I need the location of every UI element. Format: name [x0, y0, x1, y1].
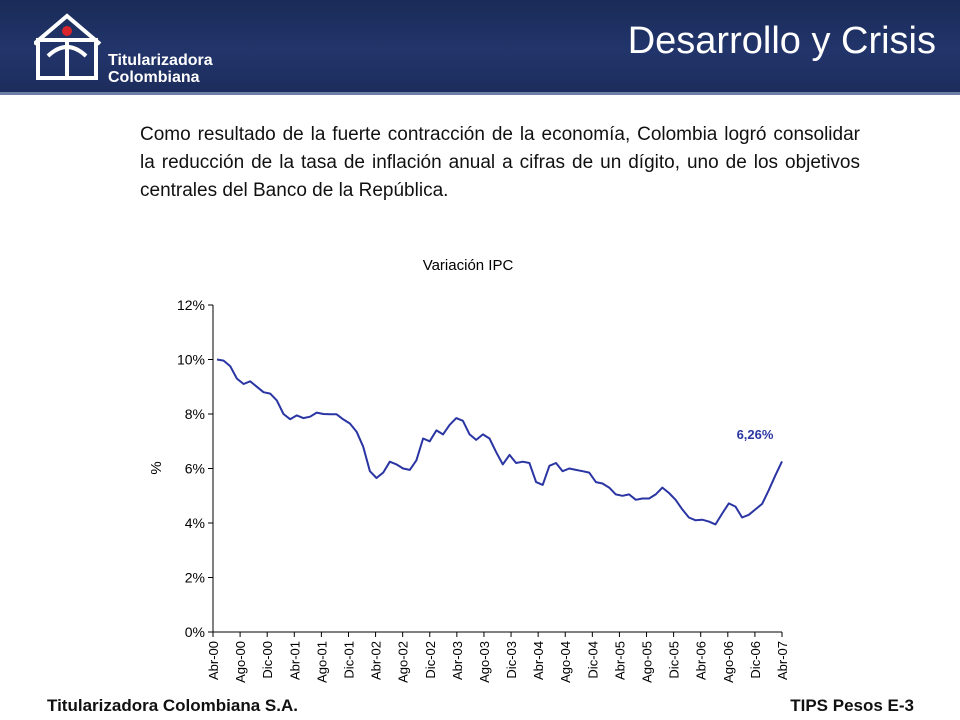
x-tick-label: Abr-00: [206, 641, 221, 680]
x-tick-label: Ago-04: [558, 641, 573, 683]
x-tick-label: Abr-07: [775, 641, 790, 680]
last-value-annotation: 6,26%: [737, 427, 774, 442]
header-bar: [0, 0, 960, 92]
logo: Titularizadora Colombiana: [32, 12, 254, 86]
logo-line-1: Titularizadora: [108, 52, 213, 69]
header-divider: [0, 92, 960, 95]
page-title: Desarrollo y Crisis: [627, 20, 936, 62]
chart-title: Variación IPC: [423, 257, 514, 274]
x-tick-label: Abr-01: [287, 641, 302, 680]
logo-house-icon: [32, 13, 102, 80]
y-tick-label: 8%: [185, 406, 205, 422]
x-tick-label: Ago-06: [721, 641, 736, 683]
x-tick-label: Dic-00: [260, 641, 275, 679]
y-tick-label: 10%: [177, 352, 205, 368]
x-tick-label: Dic-05: [667, 641, 682, 679]
x-tick-label: Dic-04: [585, 641, 600, 679]
logo-wordmark: Titularizadora Colombiana: [108, 52, 213, 86]
footer-company: Titularizadora Colombiana S.A.: [47, 696, 298, 715]
x-tick-label: Abr-06: [694, 641, 709, 680]
y-tick-label: 12%: [177, 297, 205, 313]
x-tick-label: Abr-03: [450, 641, 465, 680]
y-tick-label: 0%: [185, 624, 205, 640]
y-tick-label: 6%: [185, 461, 205, 477]
y-tick-label: 2%: [185, 570, 205, 586]
x-tick-label: Ago-03: [477, 641, 492, 683]
x-tick-label: Ago-05: [640, 641, 655, 683]
x-tick-label: Dic-01: [341, 641, 356, 679]
x-tick-label: Abr-05: [612, 641, 627, 680]
ipc-series-line: [216, 358, 783, 526]
x-tick-label: Dic-06: [748, 641, 763, 679]
x-tick-label: Ago-02: [396, 641, 411, 683]
x-tick-label: Abr-02: [369, 641, 384, 680]
y-axis-label: %: [148, 461, 165, 474]
footer-page-ref: TIPS Pesos E-3: [790, 696, 914, 715]
intro-paragraph: Como resultado de la fuerte contracción …: [140, 124, 860, 201]
x-tick-label: Ago-00: [233, 641, 248, 683]
x-tick-label: Ago-01: [314, 641, 329, 683]
logo-line-2: Colombiana: [108, 69, 200, 86]
x-tick-label: Dic-02: [423, 641, 438, 679]
y-tick-label: 4%: [185, 515, 205, 531]
x-tick-label: Dic-03: [504, 641, 519, 679]
x-tick-label: Abr-04: [531, 641, 546, 680]
